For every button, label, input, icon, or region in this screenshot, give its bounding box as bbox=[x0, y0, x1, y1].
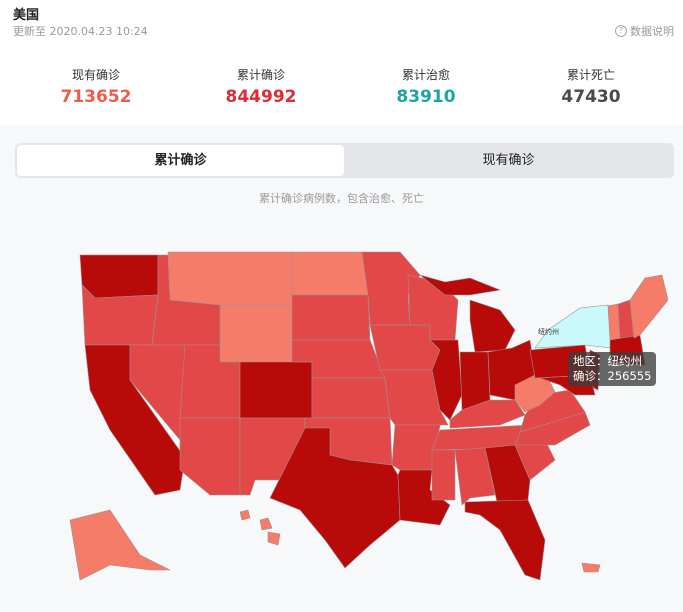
stat-total-confirmed: 累计确诊 844992 bbox=[181, 66, 341, 107]
state-ia[interactable] bbox=[369, 324, 441, 371]
stat-deaths: 累计死亡 47430 bbox=[511, 66, 671, 107]
tooltip-value: 确诊：256555 bbox=[573, 369, 652, 383]
state-ks[interactable] bbox=[311, 377, 391, 419]
state-hi3[interactable] bbox=[267, 531, 281, 546]
map-subtitle: 累计确诊病例数，包含治愈、死亡 bbox=[259, 192, 424, 205]
state-hi1[interactable] bbox=[239, 509, 251, 521]
data-explain-label: 数据说明 bbox=[630, 25, 674, 38]
tab-total-confirmed[interactable]: 累计确诊 bbox=[17, 145, 344, 176]
map-region-label: 纽约州 bbox=[538, 328, 559, 336]
tab-bar: 累计确诊 现有确诊 bbox=[15, 143, 674, 178]
state-ms[interactable] bbox=[431, 449, 456, 501]
stat-value: 713652 bbox=[60, 87, 132, 107]
state-la[interactable] bbox=[397, 469, 451, 526]
stat-label: 现有确诊 bbox=[71, 68, 120, 82]
update-time: 更新至 2020.04.23 10:24 bbox=[13, 25, 148, 38]
state-ky[interactable] bbox=[449, 399, 526, 429]
state-wy[interactable] bbox=[219, 304, 293, 363]
stat-label: 累计确诊 bbox=[236, 68, 285, 82]
stat-value: 83910 bbox=[396, 87, 456, 107]
state-il[interactable] bbox=[429, 339, 463, 421]
page-title: 美国 bbox=[13, 8, 40, 23]
state-fl[interactable] bbox=[464, 499, 546, 581]
stat-value: 47430 bbox=[561, 87, 621, 107]
state-ga[interactable] bbox=[484, 444, 531, 503]
tab-current-confirmed[interactable]: 现有确诊 bbox=[482, 153, 535, 168]
state-mi-up[interactable] bbox=[419, 274, 502, 296]
stat-label: 累计死亡 bbox=[566, 68, 615, 82]
state-az[interactable] bbox=[179, 417, 241, 496]
state-al[interactable] bbox=[454, 447, 496, 506]
state-mn[interactable] bbox=[361, 251, 421, 326]
state-mt[interactable] bbox=[167, 251, 293, 306]
stat-value: 844992 bbox=[225, 87, 297, 107]
state-co[interactable] bbox=[239, 361, 313, 419]
stat-recovered: 累计治愈 83910 bbox=[346, 66, 506, 107]
stat-current-confirmed: 现有确诊 713652 bbox=[16, 66, 176, 107]
summary-panel: 美国 更新至 2020.04.23 10:24 ? 数据说明 现有确诊 7136… bbox=[0, 0, 683, 125]
tooltip-region: 地区：纽约州 bbox=[573, 354, 642, 368]
state-sd[interactable] bbox=[291, 294, 371, 341]
state-ny[interactable] bbox=[534, 304, 613, 349]
question-circle-icon: ? bbox=[615, 25, 627, 37]
state-wa[interactable] bbox=[79, 254, 159, 299]
map-tooltip: 地区：纽约州 确诊：256555 bbox=[568, 352, 657, 386]
state-pr[interactable] bbox=[581, 562, 601, 573]
stat-label: 累计治愈 bbox=[401, 68, 450, 82]
state-ak[interactable] bbox=[69, 509, 171, 581]
state-me[interactable] bbox=[629, 274, 669, 339]
state-nd[interactable] bbox=[291, 251, 369, 296]
state-mi[interactable] bbox=[469, 299, 516, 353]
data-explain-link[interactable]: ? 数据说明 bbox=[615, 23, 674, 39]
state-hi2[interactable] bbox=[259, 517, 273, 531]
